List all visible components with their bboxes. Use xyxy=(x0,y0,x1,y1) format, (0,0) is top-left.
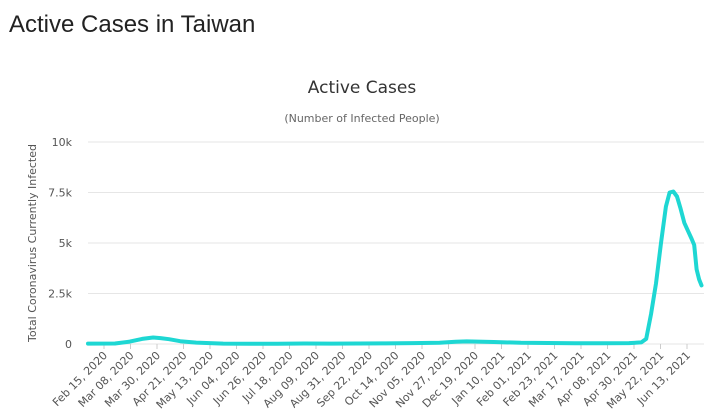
y-axis-ticks: 0 2.5k 5k 7.5k 10k xyxy=(48,136,72,351)
y-tick-label: 10k xyxy=(52,136,73,149)
chart-subtitle: (Number of Infected People) xyxy=(284,112,439,125)
series-layer xyxy=(86,189,704,346)
active-cases-line xyxy=(86,189,704,346)
page-heading: Active Cases in Taiwan xyxy=(9,11,256,38)
y-tick-label: 2.5k xyxy=(48,288,72,301)
y-axis-title: Total Coronavirus Currently Infected xyxy=(26,144,39,343)
gridlines xyxy=(88,141,704,345)
y-tick-label: 5k xyxy=(59,237,73,250)
y-tick-label: 0 xyxy=(65,338,72,351)
y-tick-label: 7.5k xyxy=(48,187,72,200)
chart-title: Active Cases xyxy=(308,78,417,98)
